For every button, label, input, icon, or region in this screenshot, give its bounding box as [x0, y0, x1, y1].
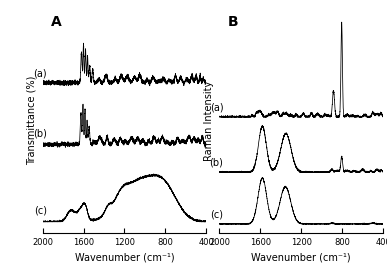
X-axis label: Wavenumber (cm⁻¹): Wavenumber (cm⁻¹): [75, 252, 174, 262]
Text: A: A: [51, 15, 62, 29]
Text: B: B: [228, 15, 238, 29]
Text: (a): (a): [33, 69, 47, 79]
Y-axis label: Raman Intensity: Raman Intensity: [204, 80, 214, 161]
Text: (b): (b): [33, 129, 47, 138]
Y-axis label: Transmittance (%): Transmittance (%): [27, 76, 37, 165]
X-axis label: Wavenumber (cm⁻¹): Wavenumber (cm⁻¹): [252, 252, 351, 262]
Text: (c): (c): [34, 206, 47, 216]
Text: (a): (a): [210, 102, 224, 112]
Text: (b): (b): [210, 158, 224, 168]
Text: (c): (c): [211, 210, 224, 220]
